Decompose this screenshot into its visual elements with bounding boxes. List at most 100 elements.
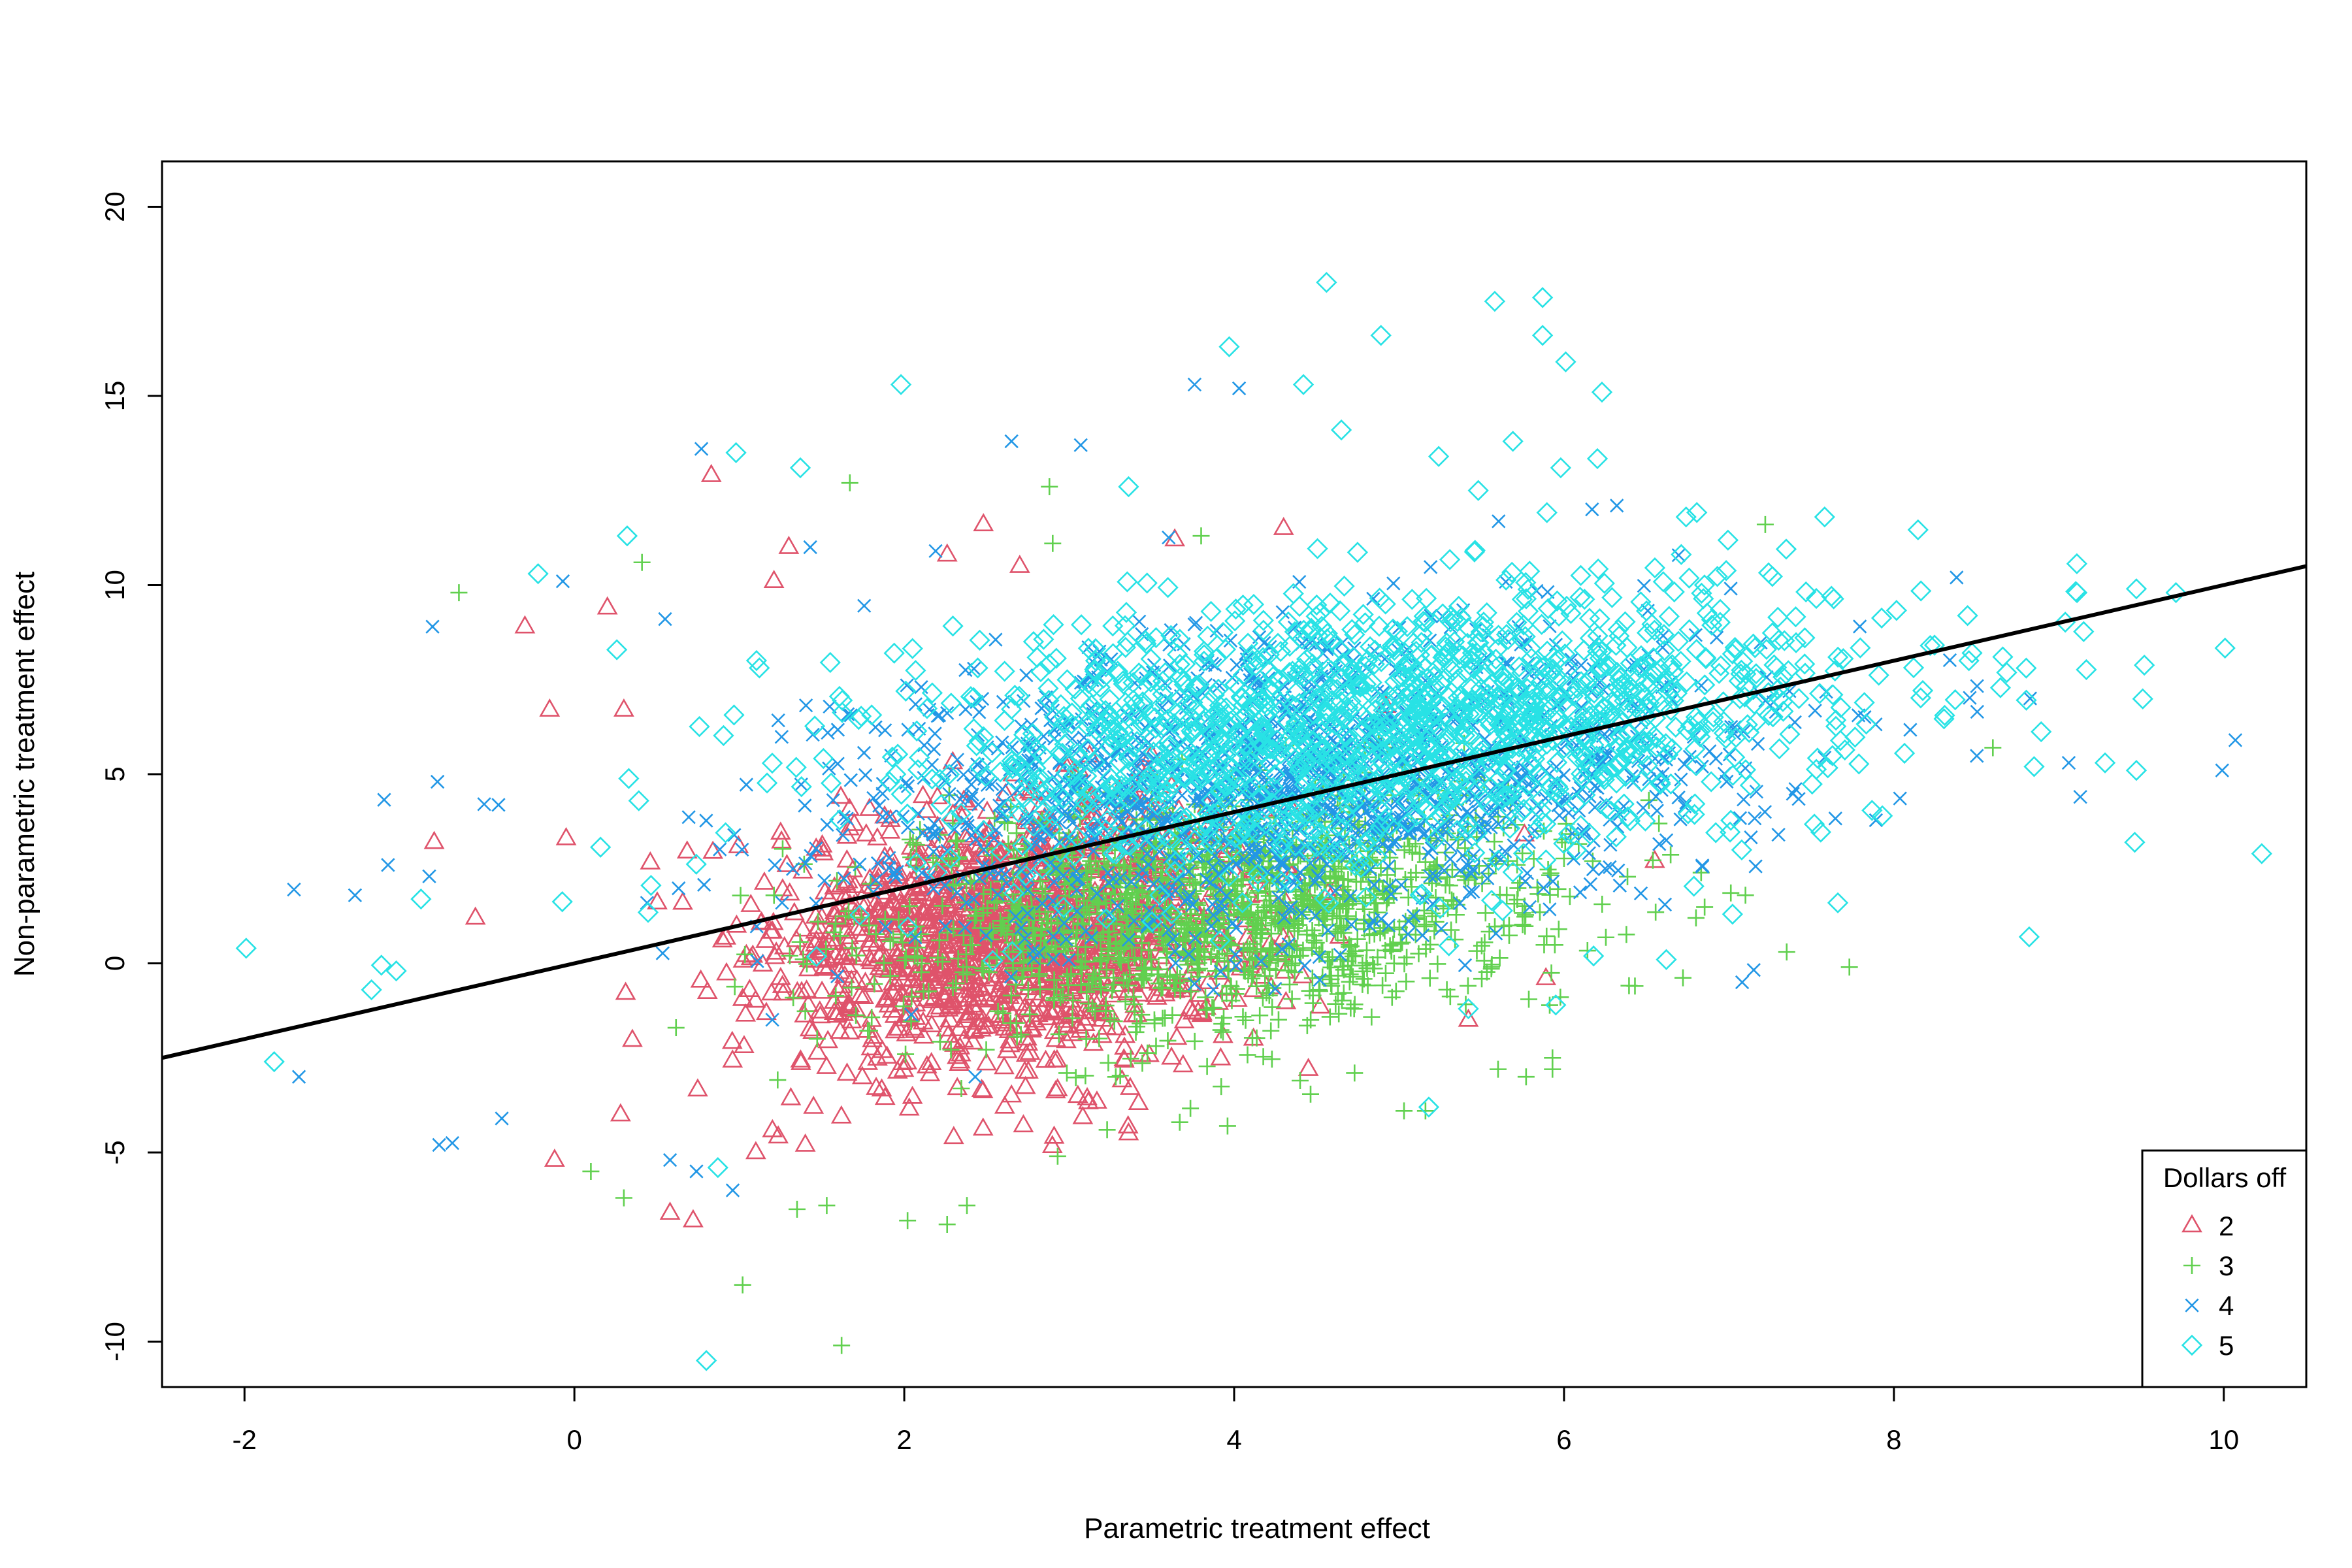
series-5-point bbox=[896, 803, 918, 825]
series-3-point bbox=[1626, 977, 1644, 995]
series-4-point bbox=[836, 828, 850, 842]
series-2-point bbox=[950, 1043, 972, 1062]
series-2-point bbox=[836, 1062, 858, 1081]
series-3-point bbox=[1236, 962, 1254, 980]
series-2-point bbox=[647, 891, 668, 909]
series-3-point bbox=[1262, 1022, 1280, 1039]
series-2-point bbox=[745, 989, 766, 1008]
series-2-point bbox=[811, 834, 833, 853]
series-2-point bbox=[1117, 1115, 1139, 1134]
series-2-point bbox=[776, 854, 798, 872]
series-2-point bbox=[423, 830, 445, 849]
series-2-point bbox=[989, 978, 1010, 997]
series-2-point bbox=[921, 1014, 942, 1032]
series-4-point bbox=[1226, 915, 1240, 930]
series-5-point bbox=[1630, 645, 1652, 666]
series-2-point bbox=[1063, 981, 1085, 999]
series-3-point bbox=[1403, 878, 1420, 896]
series-3-point bbox=[896, 952, 913, 970]
series-4-point bbox=[775, 895, 789, 910]
series-3-point bbox=[1261, 960, 1279, 978]
series-4-point bbox=[1746, 963, 1761, 977]
series-3-point bbox=[1459, 977, 1477, 994]
series-2-point bbox=[1114, 1036, 1135, 1055]
series-4-point bbox=[988, 632, 1003, 647]
series-3-point bbox=[912, 925, 930, 943]
series-2-point bbox=[1161, 1046, 1182, 1065]
series-2-point bbox=[799, 1018, 821, 1037]
series-3-point bbox=[1346, 1064, 1364, 1082]
series-4-point bbox=[1682, 749, 1697, 764]
series-3-point bbox=[949, 950, 967, 968]
series-4-point bbox=[967, 661, 981, 676]
series-3-point bbox=[1102, 935, 1119, 953]
series-5-point bbox=[890, 783, 912, 805]
series-5-point bbox=[1420, 751, 1442, 773]
series-3-point bbox=[1186, 1032, 1203, 1050]
series-4-point bbox=[1152, 845, 1167, 859]
series-3-point bbox=[994, 917, 1011, 934]
series-3-point bbox=[906, 947, 924, 965]
series-5-point bbox=[2066, 553, 2087, 574]
series-3-point bbox=[1416, 1102, 1434, 1120]
series-2-point bbox=[1009, 554, 1030, 573]
series-4-point bbox=[1005, 740, 1019, 755]
series-2-point bbox=[941, 890, 963, 909]
series-2-point bbox=[902, 968, 924, 987]
series-4-point bbox=[1757, 805, 1772, 819]
series-3-point bbox=[1384, 936, 1402, 953]
series-4-point bbox=[1367, 877, 1381, 892]
series-2-point bbox=[937, 977, 958, 995]
series-4-point bbox=[908, 697, 923, 711]
series-4-point bbox=[1187, 377, 1202, 392]
series-4-point bbox=[1603, 860, 1617, 874]
series-3-point bbox=[1218, 1117, 1236, 1135]
series-5-point bbox=[551, 891, 573, 913]
series-3-point bbox=[1313, 943, 1330, 960]
series-4-point bbox=[1498, 844, 1512, 858]
series-4-point bbox=[869, 873, 883, 887]
series-3-point bbox=[1173, 915, 1190, 932]
series-4-point bbox=[430, 774, 445, 789]
series-2-point bbox=[1173, 1010, 1195, 1028]
series-4-point bbox=[1603, 838, 1618, 852]
series-3-point bbox=[667, 1019, 685, 1037]
series-5 bbox=[235, 272, 2272, 1371]
series-4-point bbox=[1458, 958, 1473, 973]
series-3-point bbox=[1578, 942, 1596, 960]
series-3-point bbox=[1473, 937, 1490, 955]
series-5-point bbox=[967, 657, 988, 679]
series-3-point bbox=[1283, 949, 1301, 966]
series-3-point bbox=[1252, 929, 1269, 947]
series-3-point bbox=[1132, 1015, 1149, 1032]
series-4-point bbox=[1059, 932, 1073, 947]
series-2-point bbox=[1047, 1078, 1068, 1097]
series-2-point bbox=[939, 834, 960, 853]
series-2-point bbox=[853, 986, 875, 1005]
series-2-point bbox=[1164, 528, 1186, 547]
series-4-point bbox=[1181, 864, 1196, 879]
series-2-point bbox=[676, 840, 698, 859]
series-3-point bbox=[1196, 853, 1213, 871]
series-4-point bbox=[1735, 975, 1750, 990]
series-3-point bbox=[615, 1189, 632, 1207]
series-4-point bbox=[1247, 851, 1262, 865]
series-3-point bbox=[1147, 1037, 1165, 1055]
series-4-point bbox=[960, 815, 974, 830]
series-3-point bbox=[1058, 968, 1076, 985]
series-4-point bbox=[1577, 826, 1592, 841]
series-4-point bbox=[1582, 789, 1597, 804]
series-3-point bbox=[633, 553, 651, 571]
series-3-point bbox=[827, 987, 845, 1005]
series-4-point bbox=[1256, 826, 1271, 840]
series-3-point bbox=[1214, 1023, 1232, 1041]
series-4-point bbox=[1566, 851, 1581, 866]
series-5-point bbox=[1132, 711, 1154, 733]
series-5-point bbox=[1344, 624, 1365, 645]
series-4-point bbox=[1223, 633, 1238, 648]
series-3-point bbox=[1092, 981, 1110, 998]
series-3-point bbox=[1335, 961, 1352, 979]
series-2-point bbox=[868, 923, 890, 941]
series-4-point bbox=[1185, 898, 1200, 912]
series-5-point bbox=[1171, 707, 1192, 728]
